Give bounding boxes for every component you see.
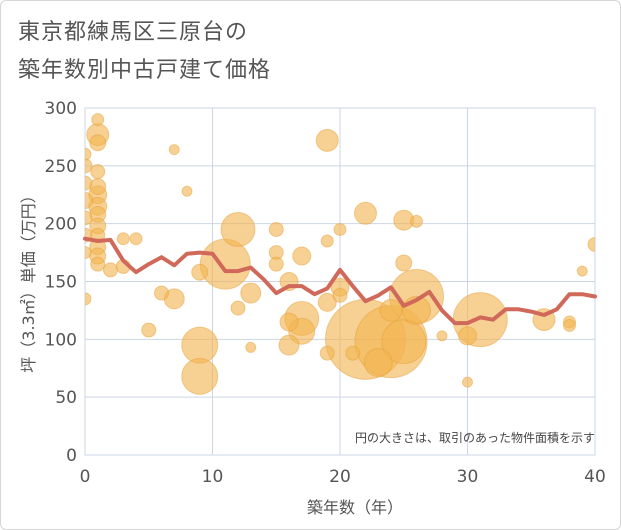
bubble-point [320,234,334,248]
bubble-point [85,175,93,191]
x-tick-label: 10 [202,467,224,487]
y-tick-label: 50 [55,388,77,408]
bubble-point [181,357,219,395]
bubble-point [89,134,107,152]
y-tick-label: 300 [45,99,77,119]
bubble-point [381,319,427,365]
bubble-point [436,330,448,342]
chart-title-line-2: 築年数別中古戸建て価格 [18,58,272,83]
bubble-point [395,254,413,272]
bubble-point [363,347,393,377]
bubble-point [154,285,169,301]
bubble-point [354,201,377,225]
bubble-point [85,210,93,226]
bubble-point [91,113,105,127]
x-tick-label: 30 [457,467,479,487]
bubble-point [268,256,284,272]
bubble-point [85,292,92,306]
bubble-point [116,232,130,246]
bubble-point [268,221,284,237]
bubble-point [181,326,219,364]
bubble-point [85,192,94,210]
bubble-point [191,263,209,281]
bubble-point [220,211,256,247]
tick-layer: 0 10 20 30 40 0 50 100 150 200 250 300 [45,99,606,487]
bubble-point [141,322,157,338]
bubble-point [563,318,576,332]
x-tick-label: 40 [584,467,606,487]
bubble-point [230,300,246,316]
y-tick-label: 150 [45,273,77,293]
bubble-point [292,246,312,266]
bubble-point [85,246,92,260]
bubble-point [462,376,473,388]
bubble-point [279,312,299,332]
bubble-size-note: 円の大きさは、取引のあった物件面積を示す [355,430,595,445]
bubble-point [333,222,347,236]
bubble-point [458,326,477,346]
bubble-point [332,287,348,303]
x-axis-label: 築年数（年） [307,498,403,517]
y-tick-label: 0 [66,446,77,466]
bubble-point [319,345,335,361]
bubble-point [90,256,106,272]
bubble-point [181,185,193,197]
bubble-point [587,236,595,252]
x-tick-label: 0 [80,467,91,487]
chart-title-line-1: 東京都練馬区三原台の [18,20,249,45]
y-tick-label: 250 [45,157,77,177]
bubble-point [103,262,118,278]
bubble-point [315,128,339,152]
y-tick-label: 200 [45,215,77,235]
line-layer [83,236,597,326]
x-tick-label: 20 [329,467,351,487]
y-axis-label: 坪（3.3㎡）単価（万円） [19,187,38,372]
bubble-point [345,345,361,361]
bubble-point [129,232,143,246]
bubble-point [85,147,92,161]
bubble-point [576,265,588,277]
bubble-point [317,292,337,312]
bubble-point [379,298,403,322]
bubble-point [410,214,423,228]
bubble-point [90,164,106,180]
bubble-point [240,282,262,304]
bubble-point [85,158,93,174]
bubble-point [168,144,180,156]
bubble-point [199,238,251,290]
y-tick-label: 100 [45,330,77,350]
average-price-line [83,236,597,326]
bubble-point [278,334,300,356]
bubble-point [245,341,257,353]
